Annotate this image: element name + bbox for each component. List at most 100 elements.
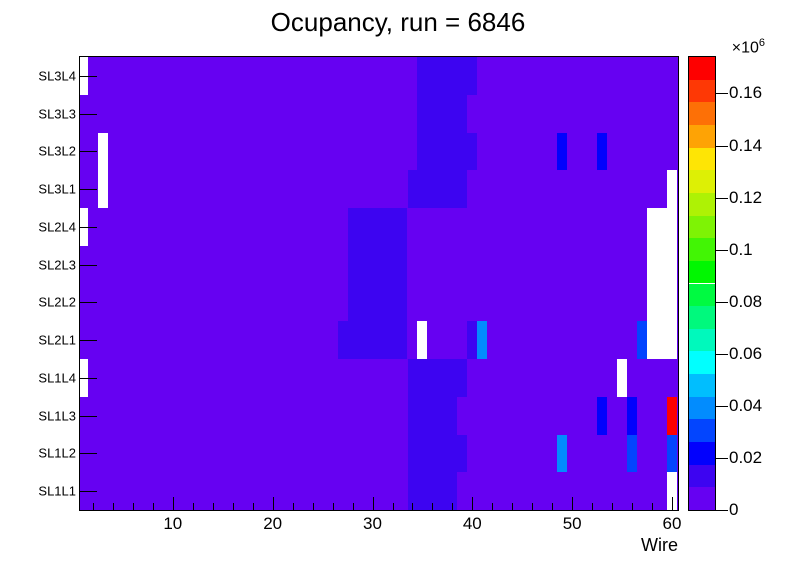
y-row-tick (79, 302, 97, 304)
heatmap-cell (407, 170, 468, 209)
x-minor-tick (332, 503, 334, 510)
x-minor-tick (492, 503, 494, 510)
heatmap-cell (647, 245, 677, 284)
y-row-tick (79, 340, 97, 342)
x-tick-label: 40 (462, 514, 482, 533)
y-row-label: SL3L2 (38, 143, 76, 159)
x-minor-tick (592, 503, 594, 510)
x-minor-tick (412, 503, 414, 510)
heatmap-cell (627, 434, 638, 473)
colorbar-band (689, 238, 715, 261)
y-row-label: SL1L2 (38, 445, 76, 461)
x-tick-label: 20 (263, 514, 283, 533)
x-minor-tick (252, 503, 254, 510)
colorbar-tick-label: 0.06 (729, 343, 763, 363)
y-row-label: SL1L1 (38, 483, 76, 499)
x-major-tick (672, 497, 673, 510)
y-row-tick (79, 75, 97, 77)
y-row-tick (79, 415, 97, 417)
colorbar-tick-label: 0.04 (729, 395, 763, 415)
x-minor-tick (292, 503, 294, 510)
heatmap-cell (467, 321, 478, 360)
colorbar-tick-label: 0.08 (729, 291, 763, 311)
heatmap-cell (407, 396, 458, 435)
y-row-label: SL2L1 (38, 332, 76, 348)
y-row-label: SL3L3 (38, 106, 76, 122)
x-minor-tick (312, 503, 314, 510)
heatmap-cell (417, 132, 478, 171)
heatmap-cell (667, 396, 677, 435)
y-row-tick (79, 226, 97, 228)
y-row-tick (79, 113, 97, 115)
heatmap-cell (80, 208, 88, 246)
colorbar-band (689, 351, 715, 375)
heatmap-cell (597, 396, 608, 435)
heatmap-cell (407, 434, 468, 473)
colorbar-band (689, 396, 715, 420)
colorbar-band (689, 57, 715, 80)
colorbar-tick (715, 145, 728, 147)
heatmap-cell (627, 396, 638, 435)
x-minor-tick (232, 503, 234, 510)
plot-title: Ocupancy, run = 6846 (270, 7, 526, 37)
colorbar-tick (715, 405, 728, 407)
colorbar-band (689, 260, 715, 284)
heatmap-cell (667, 170, 677, 209)
x-minor-tick (112, 503, 114, 510)
heatmap-cell (477, 321, 488, 360)
colorbar-band (689, 283, 715, 307)
colorbar-band (689, 102, 715, 125)
x-minor-tick (512, 503, 514, 510)
heatmap-cell (417, 94, 468, 133)
x-minor-tick (432, 503, 434, 510)
colorbar-band (689, 306, 715, 329)
heatmap-cell (557, 434, 568, 473)
x-minor-tick (132, 503, 134, 510)
colorbar-tick-label: 0.16 (729, 83, 763, 103)
colorbar-tick-label: 0.1 (729, 239, 753, 259)
colorbar-tick (715, 457, 728, 459)
heatmap-cell (98, 170, 108, 209)
heatmap-cell (80, 359, 88, 397)
colorbar-tick (715, 301, 728, 303)
colorbar-band (689, 487, 715, 510)
heatmap-cell (98, 132, 108, 171)
x-axis-title: Wire (641, 535, 678, 555)
colorbar-band (689, 328, 715, 352)
heatmap-cell (647, 283, 677, 322)
colorbar-tick (715, 249, 728, 251)
colorbar-band (689, 464, 715, 488)
colorbar-band (689, 215, 715, 239)
heatmap-cell (347, 283, 408, 322)
colorbar (688, 56, 716, 511)
y-row-label: SL1L4 (38, 370, 76, 386)
x-minor-tick (632, 503, 634, 510)
heatmap-cell (80, 57, 88, 95)
heatmap-cell (637, 321, 648, 360)
heatmap-cell (597, 132, 608, 171)
colorbar-tick (715, 93, 728, 95)
colorbar-band (689, 124, 715, 148)
y-row-tick (79, 377, 97, 379)
heatmap-cell (647, 321, 677, 360)
heatmap-cell (647, 208, 677, 246)
y-row-label: SL2L4 (38, 219, 76, 235)
colorbar-band (689, 147, 715, 171)
x-major-tick (572, 497, 574, 510)
y-row-tick (79, 189, 97, 191)
x-minor-tick (93, 503, 94, 510)
heatmap-plot-area (79, 56, 679, 511)
colorbar-tick-label: 0.02 (729, 447, 763, 467)
x-minor-tick (392, 503, 394, 510)
y-row-tick (79, 151, 97, 153)
colorbar-tick-label: 0.14 (729, 135, 763, 155)
y-row-label: SL3L4 (38, 68, 76, 84)
y-row-label: SL2L3 (38, 257, 76, 273)
x-minor-tick (532, 503, 534, 510)
colorbar-band (689, 192, 715, 216)
colorbar-tick-label: 0 (729, 500, 739, 519)
heatmap-cell (337, 321, 408, 360)
x-tick-label: 50 (562, 514, 582, 533)
x-tick-label: 30 (363, 514, 382, 533)
